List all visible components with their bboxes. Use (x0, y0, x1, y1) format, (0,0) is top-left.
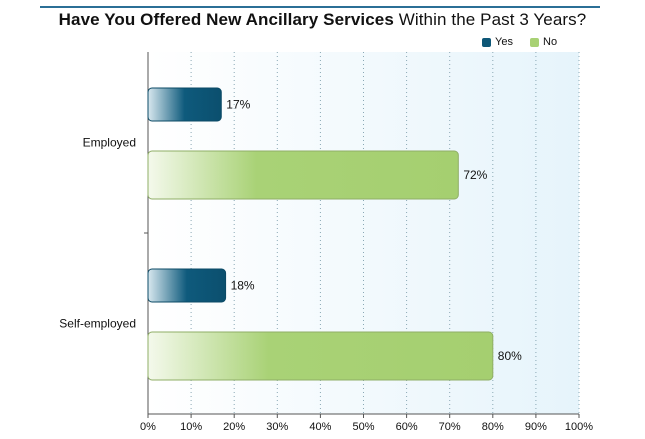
bar-no (147, 150, 459, 200)
data-label-no: 80% (498, 349, 522, 363)
category-label: Self-employed (59, 317, 136, 331)
legend-item-no: No (530, 36, 557, 48)
chart-title-bold: Have You Offered New Ancillary Services (58, 10, 394, 29)
x-tick-label: 50% (352, 421, 374, 433)
x-tick-label: 70% (439, 421, 461, 433)
data-label-yes: 17% (226, 98, 250, 112)
x-tick-label: 100% (565, 421, 593, 433)
x-tick-label: 20% (223, 421, 245, 433)
category-label: Employed (83, 136, 136, 150)
data-label-yes: 18% (231, 279, 255, 293)
x-tick-label: 0% (140, 421, 156, 433)
legend-label-no: No (543, 36, 558, 48)
bar-no (147, 331, 494, 381)
title-rule (40, 6, 600, 8)
x-tick-label: 10% (180, 421, 202, 433)
bar-yes (147, 268, 227, 303)
chart-legend: Yes No (482, 36, 571, 50)
x-tick-label: 60% (396, 421, 418, 433)
legend-swatch-yes (482, 37, 491, 47)
legend-label-yes: Yes (495, 36, 513, 48)
data-label-no: 72% (463, 168, 487, 182)
legend-swatch-no (530, 37, 540, 47)
chart-title: Have You Offered New Ancillary Services … (0, 10, 645, 30)
x-tick-label: 90% (525, 421, 547, 433)
x-tick-label: 80% (482, 421, 504, 433)
chart-title-rest: Within the Past 3 Years? (393, 10, 587, 29)
bar-yes (147, 87, 222, 122)
x-tick-label: 40% (309, 421, 331, 433)
legend-item-yes: Yes (482, 36, 513, 48)
x-tick-label: 30% (266, 421, 288, 433)
